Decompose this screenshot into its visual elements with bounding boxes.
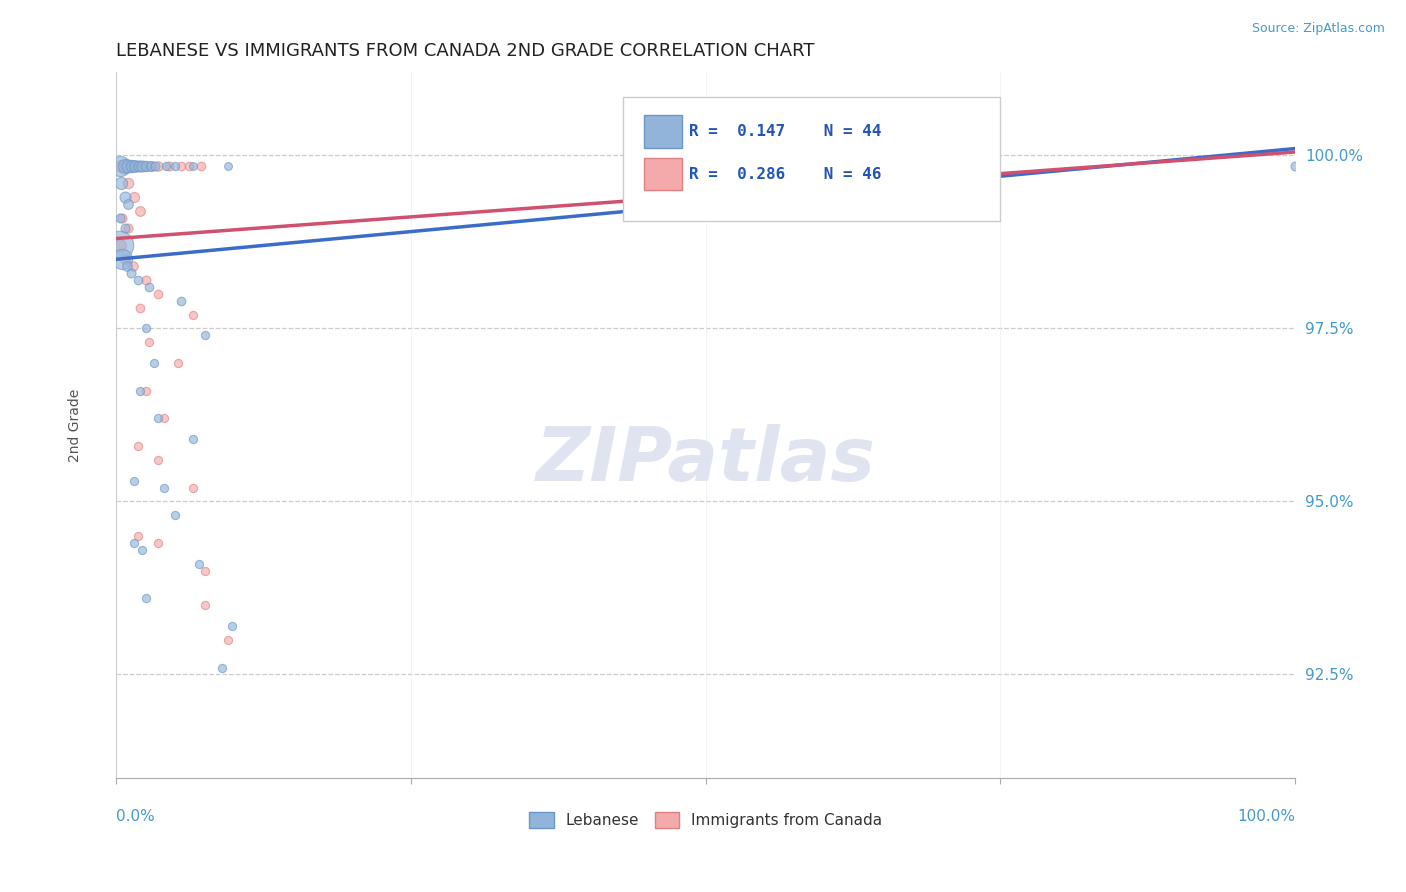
Point [127,529,149,543]
Point [166,356,188,370]
Point [170,293,193,308]
Point [165,508,187,523]
Point [108,159,131,173]
Point [121,159,143,173]
Point [152,411,174,425]
Point [181,308,204,322]
Point [181,481,204,495]
Point [117,159,139,173]
Point [124,159,146,173]
Point [139,159,162,173]
Text: R =  0.147    N = 44: R = 0.147 N = 44 [689,124,882,139]
Point [114,252,136,267]
Point [108,211,131,225]
Point [108,238,131,252]
Point [135,273,157,287]
Point [179,159,201,173]
Point [122,536,145,550]
Point [134,159,156,173]
Point [187,557,209,571]
Point [120,266,142,280]
Point [217,632,239,647]
Point [111,211,134,225]
Point [128,159,150,173]
Point [120,159,142,173]
Point [143,356,166,370]
Point [131,159,153,173]
Point [117,221,139,235]
Point [117,176,139,190]
Point [146,536,169,550]
Text: 0.0%: 0.0% [117,809,155,824]
Point [114,190,136,204]
Point [165,159,187,173]
Text: ZIPatlas: ZIPatlas [536,424,876,497]
Point [124,159,146,173]
Point [211,660,233,674]
Point [170,159,193,173]
Point [114,221,136,235]
Point [111,252,134,267]
Point [135,384,157,398]
Point [194,599,217,613]
Point [122,259,145,273]
Point [129,301,152,315]
Point [157,159,180,173]
Point [190,159,212,173]
Point [135,321,157,335]
Point [146,453,169,467]
Point [122,190,145,204]
FancyBboxPatch shape [644,158,682,190]
Point [139,159,162,173]
Point [129,203,152,218]
Point [181,432,204,446]
Text: LEBANESE VS IMMIGRANTS FROM CANADA 2ND GRADE CORRELATION CHART: LEBANESE VS IMMIGRANTS FROM CANADA 2ND G… [117,42,815,60]
Point [115,259,138,273]
Point [129,384,152,398]
Point [146,286,169,301]
Point [221,619,243,633]
Point [146,411,169,425]
Point [194,564,217,578]
Point [152,481,174,495]
Point [114,159,136,173]
Point [194,328,217,343]
Text: 2nd Grade: 2nd Grade [67,389,82,462]
Point [122,474,145,488]
Point [107,238,129,252]
Point [138,280,160,294]
Point [127,439,149,453]
Text: R =  0.286    N = 46: R = 0.286 N = 46 [689,167,882,182]
Text: 100.0%: 100.0% [1237,809,1295,824]
Point [129,159,152,173]
Point [114,159,136,173]
Text: Source: ZipAtlas.com: Source: ZipAtlas.com [1251,22,1385,36]
Point [837,159,859,173]
Point [155,159,177,173]
FancyBboxPatch shape [644,115,682,148]
Point [127,273,149,287]
Point [135,591,157,606]
Point [138,335,160,350]
Point [110,176,132,190]
Point [143,159,166,173]
Point [181,159,204,173]
Point [217,159,239,173]
Point [131,542,153,557]
Point [135,159,157,173]
Point [146,159,169,173]
Point [117,197,139,211]
Point [110,159,132,173]
Legend: Lebanese, Immigrants from Canada: Lebanese, Immigrants from Canada [523,805,889,834]
Point [1284,159,1306,173]
FancyBboxPatch shape [623,97,1001,220]
